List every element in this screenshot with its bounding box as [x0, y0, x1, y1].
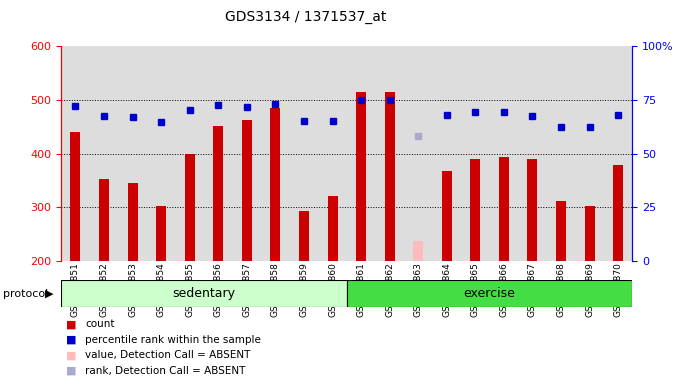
Text: ▶: ▶: [45, 289, 53, 299]
Bar: [575, 46, 604, 261]
Bar: [347, 280, 632, 307]
Bar: [214, 126, 223, 261]
Bar: [128, 183, 137, 261]
Bar: [204, 46, 233, 261]
Bar: [471, 159, 480, 261]
Bar: [147, 46, 175, 261]
Bar: [233, 46, 261, 261]
Bar: [318, 46, 347, 261]
Text: percentile rank within the sample: percentile rank within the sample: [85, 335, 261, 345]
Text: ■: ■: [66, 366, 77, 376]
Bar: [99, 179, 109, 261]
Bar: [385, 92, 394, 261]
Text: ■: ■: [66, 319, 77, 329]
Bar: [61, 46, 90, 261]
Bar: [290, 46, 318, 261]
Bar: [61, 280, 347, 307]
Text: sedentary: sedentary: [173, 287, 235, 300]
Bar: [347, 46, 375, 261]
Bar: [499, 157, 509, 261]
Bar: [585, 206, 594, 261]
Bar: [118, 46, 147, 261]
Bar: [156, 206, 166, 261]
Text: value, Detection Call = ABSENT: value, Detection Call = ABSENT: [85, 350, 250, 360]
Bar: [413, 241, 423, 261]
Bar: [175, 46, 204, 261]
Bar: [404, 46, 432, 261]
Bar: [613, 166, 623, 261]
Bar: [242, 120, 252, 261]
Bar: [90, 46, 118, 261]
Bar: [442, 171, 452, 261]
Bar: [556, 201, 566, 261]
Bar: [328, 195, 337, 261]
Text: exercise: exercise: [464, 287, 515, 300]
Bar: [185, 154, 194, 261]
Text: ■: ■: [66, 335, 77, 345]
Bar: [528, 159, 537, 261]
Bar: [604, 46, 632, 261]
Bar: [432, 46, 461, 261]
Text: protocol: protocol: [3, 289, 49, 299]
Bar: [271, 108, 280, 261]
Bar: [261, 46, 290, 261]
Text: GDS3134 / 1371537_at: GDS3134 / 1371537_at: [225, 10, 387, 23]
Bar: [356, 92, 366, 261]
Bar: [490, 46, 518, 261]
Text: count: count: [85, 319, 114, 329]
Bar: [375, 46, 404, 261]
Bar: [461, 46, 490, 261]
Bar: [518, 46, 547, 261]
Bar: [71, 132, 80, 261]
Text: rank, Detection Call = ABSENT: rank, Detection Call = ABSENT: [85, 366, 245, 376]
Text: ■: ■: [66, 350, 77, 360]
Bar: [547, 46, 575, 261]
Bar: [299, 211, 309, 261]
